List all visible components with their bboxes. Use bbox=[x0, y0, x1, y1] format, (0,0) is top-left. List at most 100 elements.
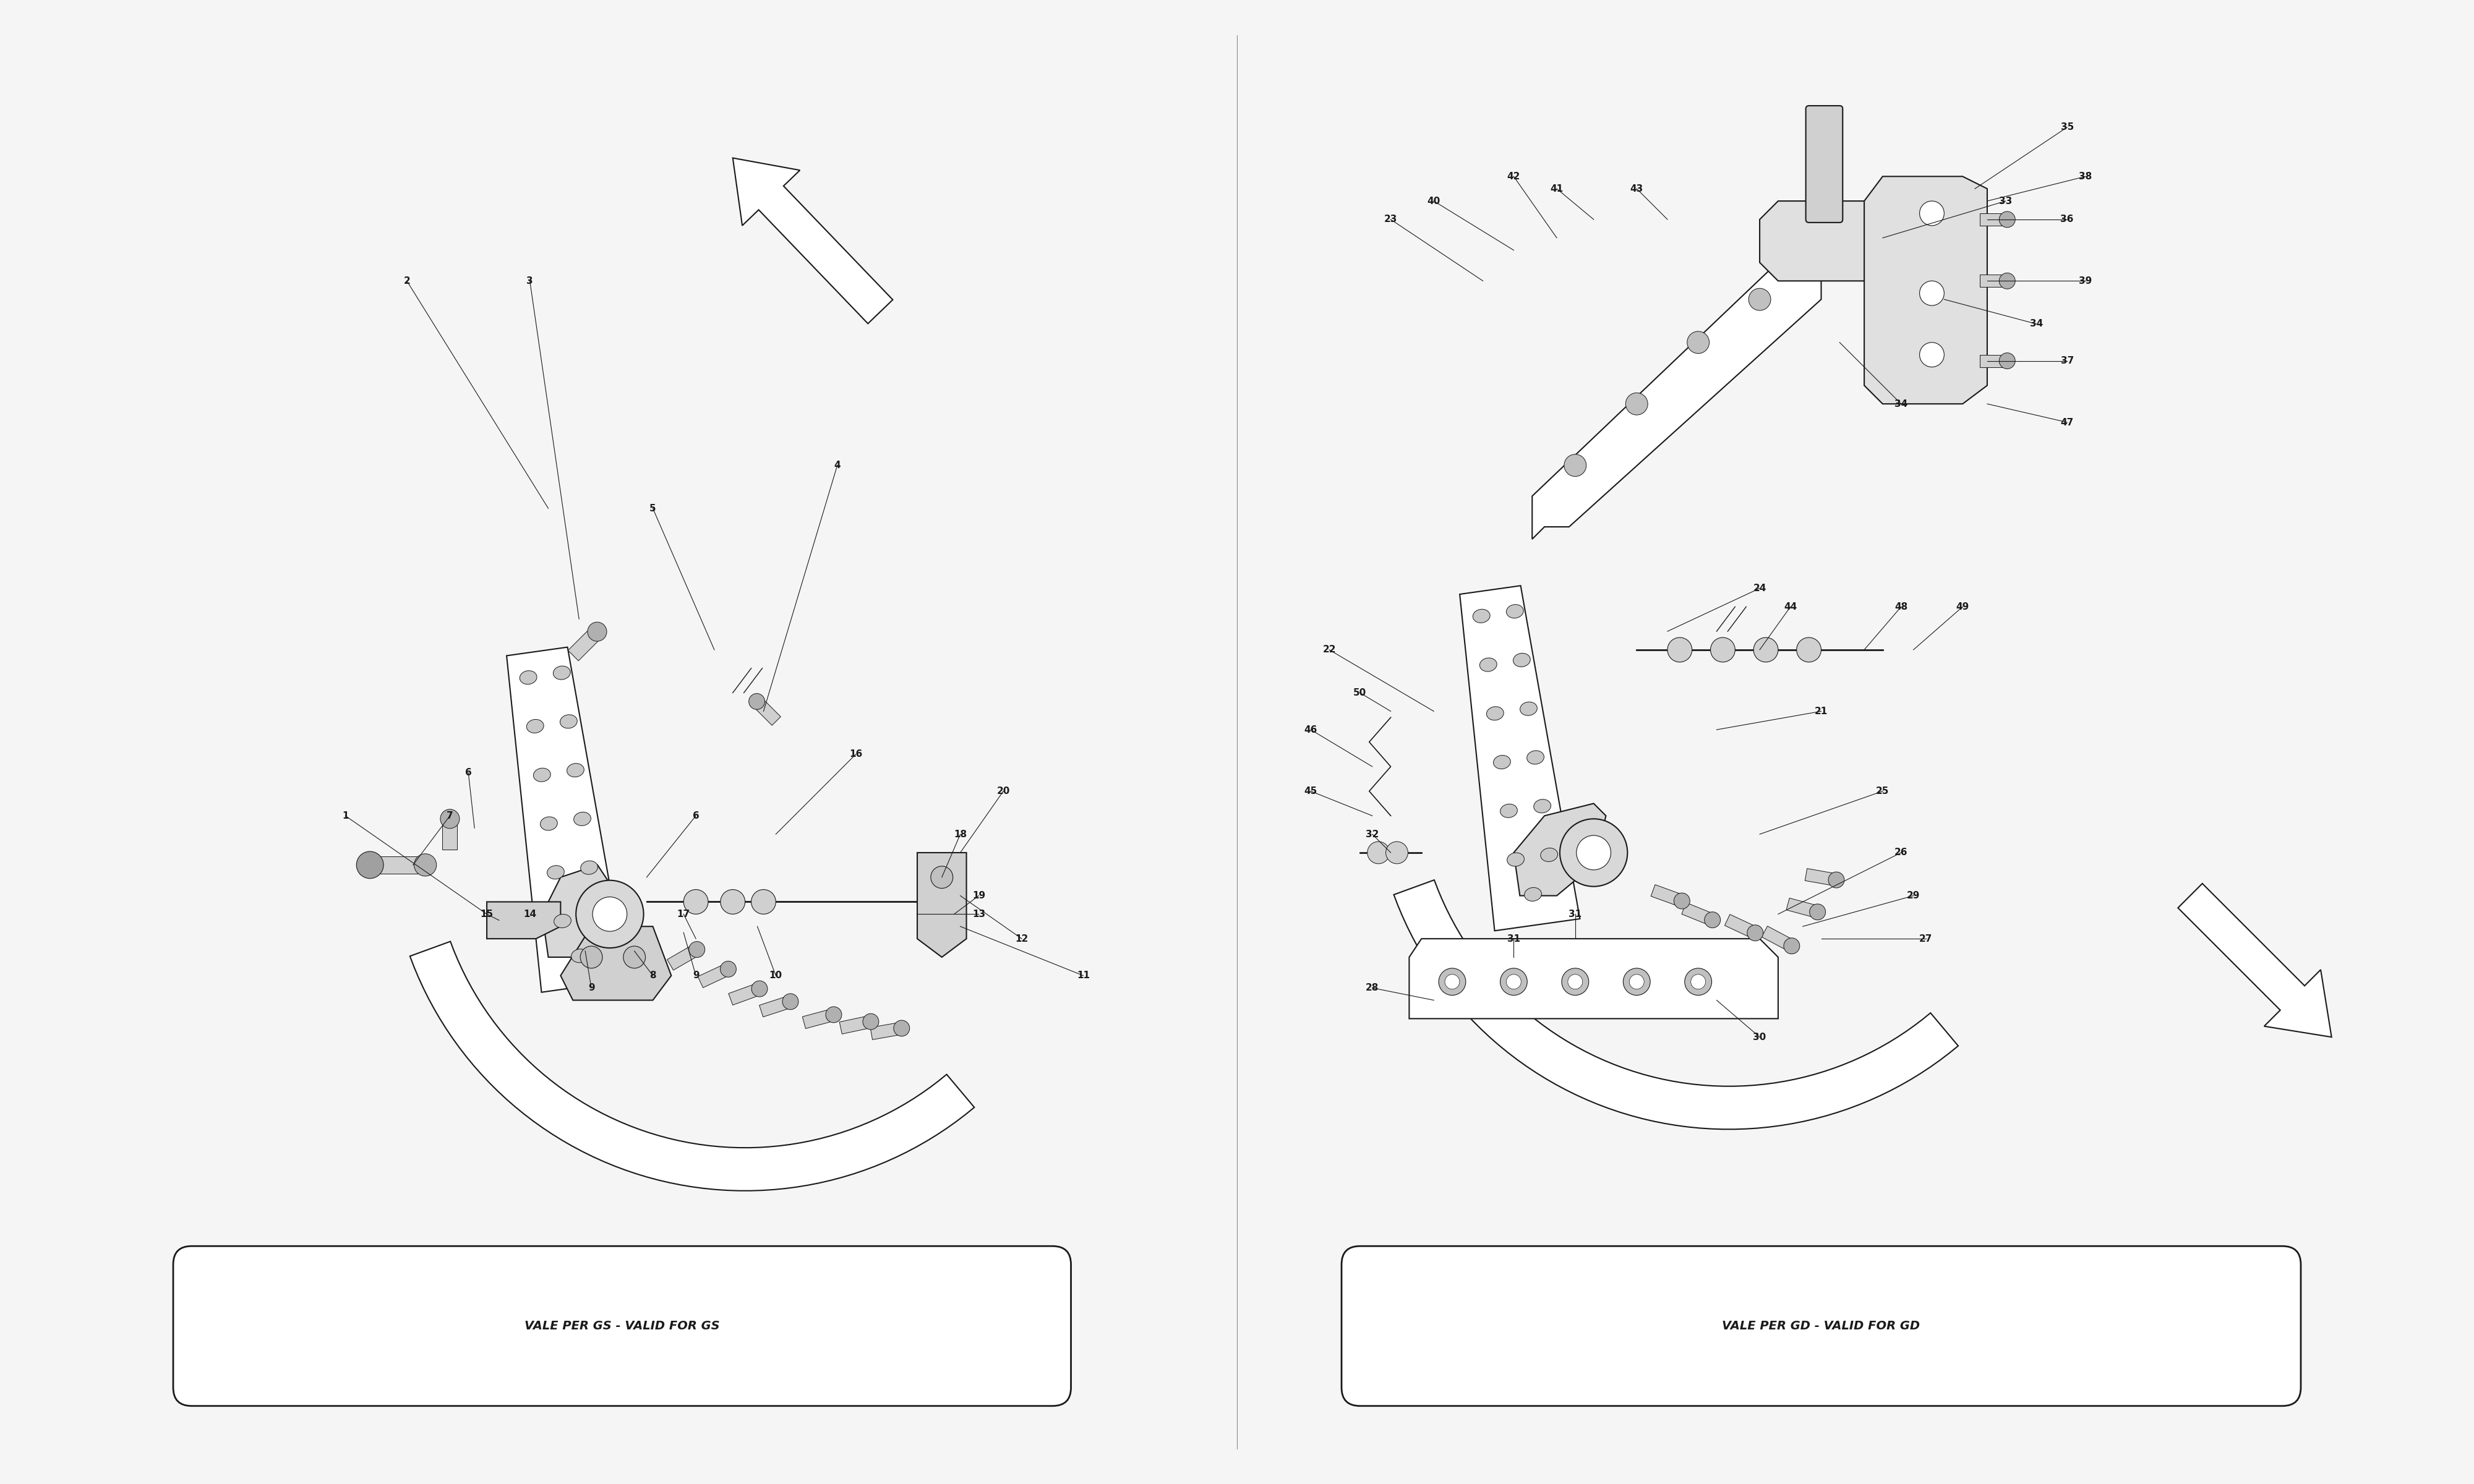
Text: 8: 8 bbox=[651, 971, 656, 981]
Circle shape bbox=[720, 889, 745, 914]
Text: 34: 34 bbox=[2029, 319, 2044, 328]
Circle shape bbox=[356, 852, 383, 879]
Polygon shape bbox=[1460, 586, 1581, 930]
Circle shape bbox=[413, 853, 435, 876]
Ellipse shape bbox=[527, 720, 544, 733]
Circle shape bbox=[1705, 911, 1719, 927]
Text: 50: 50 bbox=[1353, 689, 1366, 697]
Circle shape bbox=[683, 889, 708, 914]
Text: 11: 11 bbox=[1076, 971, 1089, 981]
Text: 48: 48 bbox=[1895, 603, 1907, 611]
Ellipse shape bbox=[1514, 653, 1531, 666]
Circle shape bbox=[1440, 968, 1465, 996]
Polygon shape bbox=[1724, 914, 1757, 938]
Polygon shape bbox=[1759, 200, 1900, 280]
Polygon shape bbox=[1979, 275, 2006, 286]
Text: 4: 4 bbox=[834, 460, 841, 470]
Polygon shape bbox=[918, 853, 967, 957]
Circle shape bbox=[1999, 353, 2016, 370]
Text: 17: 17 bbox=[678, 910, 690, 919]
Polygon shape bbox=[871, 1022, 903, 1040]
Polygon shape bbox=[1514, 803, 1606, 896]
Ellipse shape bbox=[1472, 610, 1489, 623]
Polygon shape bbox=[376, 856, 426, 874]
Text: 26: 26 bbox=[1895, 847, 1907, 858]
Circle shape bbox=[1445, 975, 1460, 990]
Circle shape bbox=[1690, 975, 1705, 990]
Polygon shape bbox=[1761, 926, 1794, 951]
Text: 40: 40 bbox=[1427, 196, 1440, 206]
Text: 33: 33 bbox=[1999, 196, 2011, 206]
Text: 31: 31 bbox=[1569, 910, 1581, 919]
Circle shape bbox=[893, 1021, 910, 1036]
Circle shape bbox=[623, 947, 646, 968]
Polygon shape bbox=[760, 996, 792, 1017]
Text: 44: 44 bbox=[1784, 603, 1796, 611]
Circle shape bbox=[1999, 211, 2016, 227]
Circle shape bbox=[1569, 975, 1583, 990]
Ellipse shape bbox=[554, 666, 571, 680]
Text: 39: 39 bbox=[2078, 276, 2093, 285]
Text: 18: 18 bbox=[955, 830, 967, 838]
Circle shape bbox=[586, 622, 606, 641]
Polygon shape bbox=[1682, 902, 1714, 926]
Ellipse shape bbox=[1507, 853, 1524, 867]
Polygon shape bbox=[727, 982, 762, 1005]
Ellipse shape bbox=[1534, 800, 1551, 813]
Polygon shape bbox=[443, 819, 458, 849]
Circle shape bbox=[826, 1006, 841, 1022]
Circle shape bbox=[594, 896, 626, 932]
Circle shape bbox=[752, 889, 777, 914]
Circle shape bbox=[1368, 841, 1390, 864]
Circle shape bbox=[1747, 925, 1764, 941]
Ellipse shape bbox=[1487, 706, 1504, 720]
Circle shape bbox=[1576, 835, 1611, 870]
Text: 38: 38 bbox=[2078, 172, 2093, 181]
Text: 30: 30 bbox=[1754, 1033, 1766, 1042]
Circle shape bbox=[1623, 968, 1650, 996]
Ellipse shape bbox=[559, 715, 576, 729]
Ellipse shape bbox=[574, 812, 591, 825]
Text: 1: 1 bbox=[341, 812, 349, 821]
Text: 46: 46 bbox=[1304, 726, 1316, 735]
Text: 47: 47 bbox=[2061, 417, 2073, 427]
Circle shape bbox=[863, 1014, 878, 1030]
Circle shape bbox=[576, 880, 643, 948]
Polygon shape bbox=[1531, 251, 1821, 539]
Ellipse shape bbox=[571, 948, 589, 963]
Ellipse shape bbox=[520, 671, 537, 684]
Circle shape bbox=[1499, 968, 1526, 996]
Text: 35: 35 bbox=[2061, 123, 2073, 132]
Polygon shape bbox=[839, 1015, 871, 1034]
Text: 16: 16 bbox=[849, 749, 863, 758]
Text: 3: 3 bbox=[527, 276, 532, 285]
Text: 21: 21 bbox=[1813, 706, 1828, 715]
Circle shape bbox=[1385, 841, 1408, 864]
Polygon shape bbox=[668, 944, 700, 971]
Polygon shape bbox=[411, 941, 975, 1190]
Circle shape bbox=[440, 809, 460, 828]
Text: 10: 10 bbox=[769, 971, 782, 981]
Circle shape bbox=[1630, 975, 1645, 990]
Text: 29: 29 bbox=[1907, 890, 1920, 901]
Ellipse shape bbox=[1519, 702, 1536, 715]
Text: 31: 31 bbox=[1507, 933, 1519, 944]
Text: VALE PER GS - VALID FOR GS: VALE PER GS - VALID FOR GS bbox=[524, 1321, 720, 1333]
Ellipse shape bbox=[1499, 804, 1517, 818]
Polygon shape bbox=[1979, 214, 2006, 226]
Ellipse shape bbox=[1479, 657, 1497, 672]
Text: 23: 23 bbox=[1383, 215, 1398, 224]
FancyBboxPatch shape bbox=[173, 1247, 1071, 1405]
Text: 9: 9 bbox=[589, 984, 594, 993]
Circle shape bbox=[1559, 819, 1628, 886]
Text: 5: 5 bbox=[651, 503, 656, 513]
Circle shape bbox=[720, 962, 737, 976]
Polygon shape bbox=[1865, 177, 1987, 404]
Text: 32: 32 bbox=[1366, 830, 1378, 838]
Circle shape bbox=[1999, 273, 2016, 289]
Polygon shape bbox=[542, 865, 609, 957]
Text: 2: 2 bbox=[403, 276, 411, 285]
Polygon shape bbox=[698, 963, 730, 988]
Text: 43: 43 bbox=[1630, 184, 1643, 193]
Ellipse shape bbox=[1526, 751, 1544, 764]
